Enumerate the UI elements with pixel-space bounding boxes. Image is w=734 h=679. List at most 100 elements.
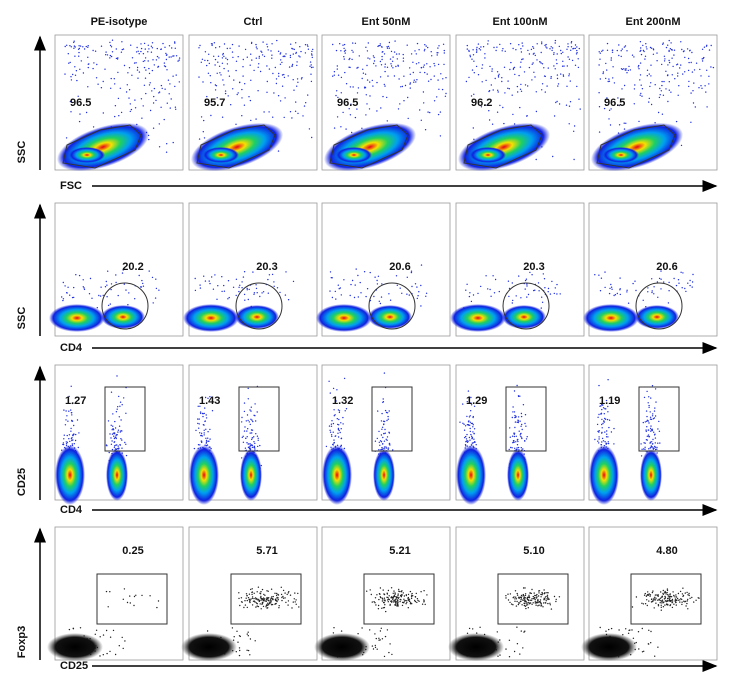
event-dot xyxy=(516,643,519,645)
event-dot xyxy=(601,418,603,421)
event-dot xyxy=(520,48,522,50)
event-dot xyxy=(360,292,362,294)
event-dot xyxy=(651,385,654,387)
event-dot xyxy=(473,93,475,96)
event-dot xyxy=(515,295,517,297)
event-dot xyxy=(638,64,640,67)
event-dot xyxy=(686,48,689,50)
event-dot xyxy=(465,435,467,438)
event-dot xyxy=(158,146,161,148)
event-dot xyxy=(648,436,651,438)
event-dot xyxy=(598,431,600,433)
event-dot xyxy=(689,279,691,282)
event-dot xyxy=(249,64,251,66)
event-dot xyxy=(280,52,282,54)
event-dot xyxy=(671,74,673,76)
event-dot xyxy=(503,66,506,69)
event-dot xyxy=(643,442,645,444)
event-dot xyxy=(87,86,89,88)
event-dot xyxy=(331,435,333,438)
event-dot xyxy=(195,429,197,432)
event-dot xyxy=(63,434,65,436)
event-dot xyxy=(437,47,439,49)
event-dot xyxy=(67,286,69,288)
event-dot xyxy=(645,595,648,597)
event-dot xyxy=(294,601,296,603)
event-dot xyxy=(253,597,255,600)
event-dot xyxy=(393,590,395,592)
event-dot xyxy=(291,63,294,66)
event-dot xyxy=(166,54,168,56)
event-dot xyxy=(598,131,601,133)
event-dot xyxy=(397,108,400,110)
x-axis-label: FSC xyxy=(60,180,82,192)
event-dot xyxy=(445,77,447,79)
event-dot xyxy=(406,276,408,278)
event-dot xyxy=(534,600,536,602)
event-dot xyxy=(121,41,123,43)
event-dot xyxy=(693,601,695,603)
event-dot xyxy=(559,293,561,295)
event-dot xyxy=(522,593,524,596)
event-dot xyxy=(377,604,380,607)
event-dot xyxy=(283,76,286,79)
event-dot xyxy=(292,53,294,55)
event-dot xyxy=(497,91,499,93)
event-dot xyxy=(637,631,640,633)
event-dot xyxy=(693,82,695,84)
plot-panel: 5.10 xyxy=(448,526,585,661)
event-dot xyxy=(520,594,523,597)
event-dot xyxy=(238,647,241,649)
event-dot xyxy=(471,422,474,425)
event-dot xyxy=(399,598,401,601)
event-dot xyxy=(105,51,107,53)
event-dot xyxy=(274,603,276,605)
event-dot xyxy=(547,602,549,605)
event-dot xyxy=(160,48,162,51)
event-dot xyxy=(647,287,649,289)
event-dot xyxy=(266,43,268,45)
event-dot xyxy=(384,70,386,73)
event-dot xyxy=(607,436,609,438)
event-dot xyxy=(312,48,314,51)
event-dot xyxy=(386,593,389,595)
event-dot xyxy=(679,590,682,593)
event-dot xyxy=(285,271,287,273)
event-dot xyxy=(646,426,648,428)
event-dot xyxy=(663,80,665,83)
event-dot xyxy=(668,600,671,602)
event-dot xyxy=(391,600,393,602)
event-dot xyxy=(255,598,257,600)
event-dot xyxy=(654,594,657,596)
gate xyxy=(235,282,283,330)
event-dot xyxy=(647,420,649,422)
density xyxy=(189,445,219,505)
event-dot xyxy=(76,419,79,421)
event-dot xyxy=(475,48,478,50)
event-dot xyxy=(388,595,390,597)
event-dot xyxy=(513,66,516,69)
event-dot xyxy=(221,57,224,59)
event-dot xyxy=(652,418,655,420)
event-dot xyxy=(512,411,514,413)
event-dot xyxy=(112,413,114,415)
event-dot xyxy=(73,40,75,42)
event-dot xyxy=(388,410,390,412)
plot-panel: 20.6 xyxy=(583,202,718,337)
event-dot xyxy=(556,74,559,76)
event-dot xyxy=(521,428,523,431)
event-dot xyxy=(223,43,226,45)
event-dot xyxy=(660,606,662,608)
event-dot xyxy=(330,423,333,425)
event-dot xyxy=(251,604,254,606)
event-dot xyxy=(687,608,689,610)
event-dot xyxy=(675,599,678,602)
event-dot xyxy=(275,78,278,80)
event-dot xyxy=(111,433,114,435)
event-dot xyxy=(531,274,533,276)
event-dot xyxy=(466,424,469,426)
plot-panel: 20.2 xyxy=(49,202,184,337)
event-dot xyxy=(366,50,369,52)
event-dot xyxy=(652,600,654,602)
event-dot xyxy=(680,41,682,43)
